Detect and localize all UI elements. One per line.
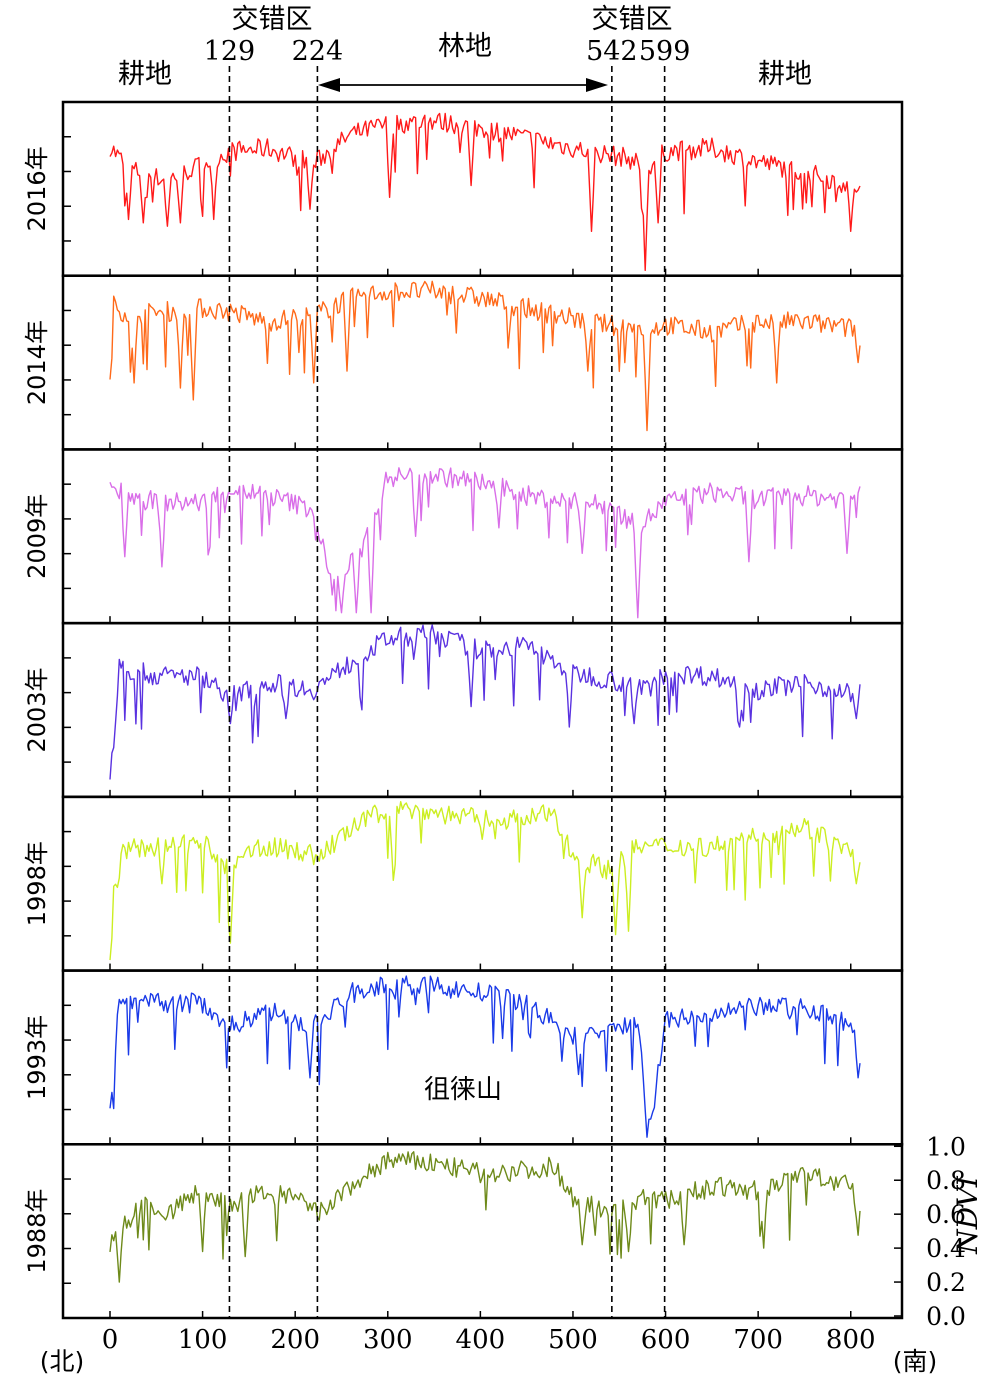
ndvi-tick-label: 0.4 <box>926 1234 966 1263</box>
ndvi-tick-label: 0.0 <box>926 1302 966 1331</box>
panel-year-label: 2016年 <box>23 146 51 231</box>
ndvi-series-line <box>109 467 861 619</box>
north-label: (北) <box>40 1347 85 1376</box>
forest-extent-arrow <box>318 78 608 92</box>
panel-2009年: 2009年 <box>23 448 904 625</box>
panel-year-label: 1993年 <box>23 1015 51 1100</box>
panel-year-label: 2003年 <box>23 667 51 752</box>
panel-year-label: 2014年 <box>23 320 51 405</box>
x-tick-label: 400 <box>456 1325 506 1355</box>
ndvi-series-line <box>109 280 861 432</box>
x-axis: 0 100 200 300 400 500 600 700 800 <box>102 268 876 1355</box>
ndvi-series-line <box>109 1151 861 1283</box>
x-tick-label: 300 <box>363 1325 413 1355</box>
right-transition-label: 交错区 <box>592 4 673 35</box>
mountain-annotation: 徂徕山 <box>424 1075 502 1105</box>
panel-1998年: 1998年 <box>23 795 904 972</box>
ndvi-tick-label: 1.0 <box>926 1132 966 1161</box>
ndvi-tick-label: 0.2 <box>926 1268 966 1297</box>
x-tick-label: 500 <box>548 1325 598 1355</box>
right-farmland-label: 耕地 <box>758 59 812 90</box>
panel-1993年: 1993年 <box>23 969 904 1146</box>
ndvi-axis: 1.0 0.8 0.6 0.4 0.2 0.0 <box>894 1132 966 1331</box>
south-label: (南) <box>893 1347 938 1376</box>
forest-label: 林地 <box>438 31 492 62</box>
left-farmland-label: 耕地 <box>118 59 172 90</box>
panel-year-label: 1998年 <box>23 841 51 926</box>
ndvi-series-line <box>109 801 861 961</box>
boundary-label: 542 <box>586 36 638 67</box>
left-transition-label: 交错区 <box>232 4 313 35</box>
ndvi-panels: 2016年 2014年 2009年 2003年 1998年 1993年 1988年 <box>23 100 904 1320</box>
ndvi-series-line <box>109 112 861 271</box>
x-tick-label: 600 <box>641 1325 691 1355</box>
x-tick-label: 200 <box>270 1325 320 1355</box>
panel-year-label: 2009年 <box>23 494 51 579</box>
panel-year-label: 1988年 <box>23 1189 51 1274</box>
boundary-label: 129 <box>204 36 256 67</box>
ndvi-series-line <box>109 975 861 1138</box>
panel-frame <box>61 1143 904 1320</box>
ndvi-tick-label: 0.6 <box>926 1200 966 1229</box>
ndvi-axis-label: NDVI <box>951 1175 984 1255</box>
x-tick-label: 100 <box>178 1325 228 1355</box>
panel-2003年: 2003年 <box>23 621 904 799</box>
x-tick-label: 700 <box>733 1325 783 1355</box>
boundary-label: 224 <box>292 36 344 67</box>
boundary-label: 599 <box>639 36 691 67</box>
panel-frame <box>61 795 904 972</box>
ndvi-tick-label: 0.8 <box>926 1166 966 1195</box>
panel-2016年: 2016年 <box>23 100 904 277</box>
x-tick-label: 0 <box>102 1325 119 1355</box>
x-tick-label: 800 <box>826 1325 876 1355</box>
panel-frame <box>61 969 904 1146</box>
panel-1988年: 1988年 <box>23 1143 904 1320</box>
zone-boundary-lines: 129 224 542 599 <box>204 36 691 1318</box>
ndvi-series-line <box>109 624 861 780</box>
panel-2014年: 2014年 <box>23 274 904 451</box>
